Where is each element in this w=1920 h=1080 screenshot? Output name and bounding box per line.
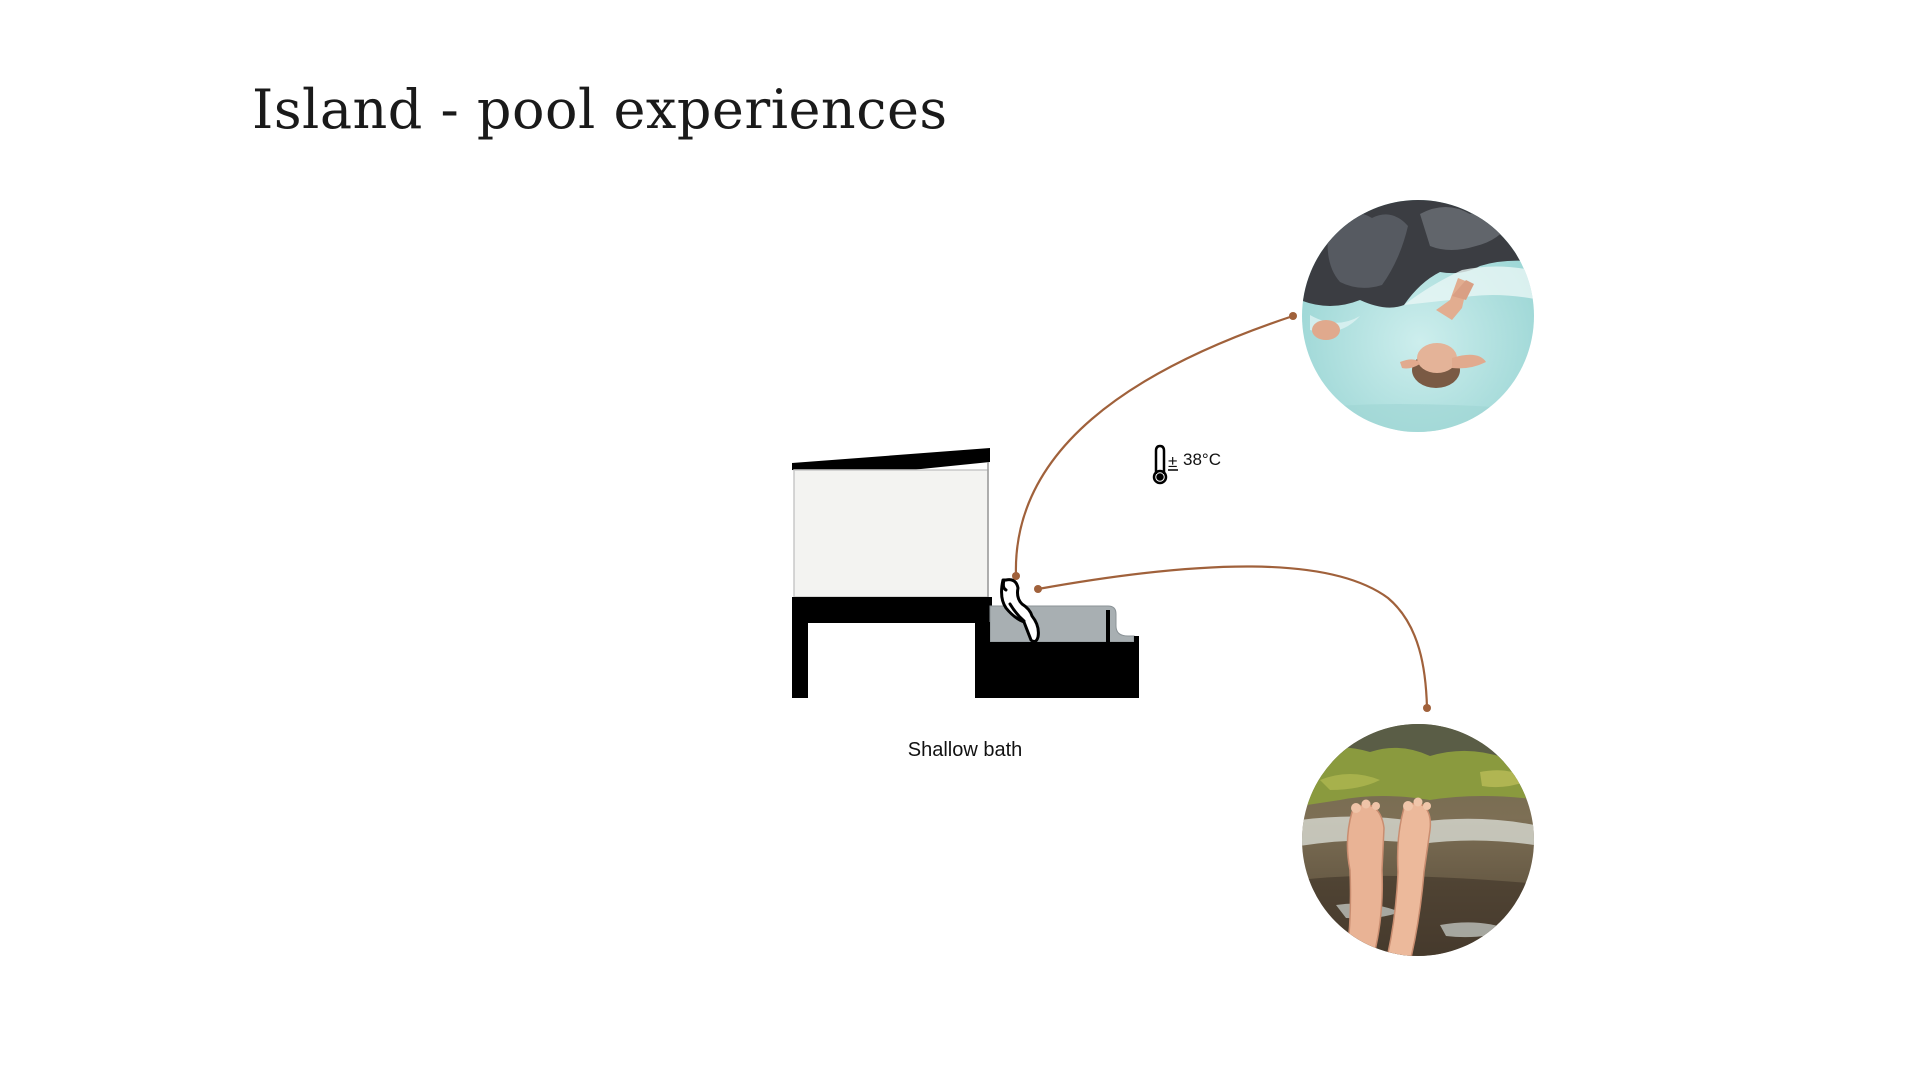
thermometer-icon [1152, 444, 1168, 485]
shallow-bath-caption: Shallow bath [907, 739, 1023, 761]
pool-basin [975, 622, 1139, 698]
temperature-label: 38°C [1183, 450, 1221, 469]
temperature-indicator: ± 38°C [1152, 444, 1221, 485]
pool-step [1106, 610, 1110, 642]
glass-wall [793, 469, 989, 598]
person-bathing-icon [1000, 578, 1040, 643]
feet-in-stream-photo [1302, 724, 1534, 956]
shallow-pool-section [975, 605, 1139, 698]
bathers-in-lagoon-photo [1302, 200, 1534, 432]
pavilion-section [792, 448, 992, 698]
connector-to-lagoon-photo [1014, 314, 1294, 577]
roof-slab [792, 448, 990, 475]
temperature-prefix: ± [1168, 452, 1177, 471]
floor-slab [792, 597, 992, 623]
connector-to-stream-photo [1037, 565, 1429, 709]
page-title: Island - pool experiences [252, 78, 948, 141]
floor-column [792, 620, 808, 698]
connector-lines [1012, 312, 1431, 712]
